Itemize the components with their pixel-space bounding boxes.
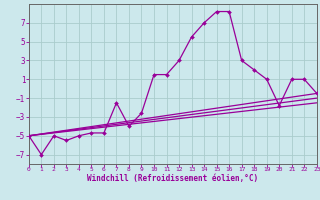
X-axis label: Windchill (Refroidissement éolien,°C): Windchill (Refroidissement éolien,°C) xyxy=(87,174,258,183)
